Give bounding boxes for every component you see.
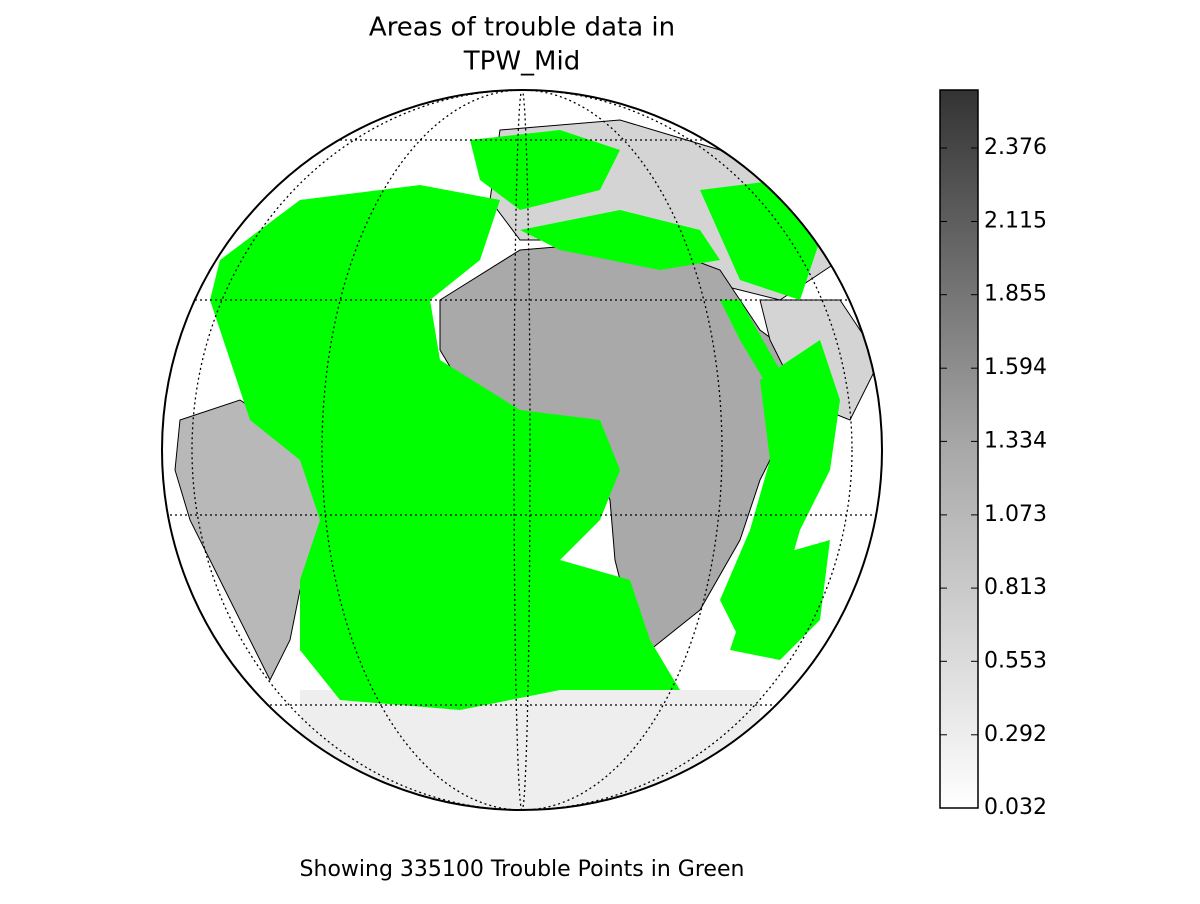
colorbar-tick-label: 1.855 (984, 282, 1047, 307)
colorbar-tick-label: 1.334 (984, 428, 1047, 453)
colorbar-tick-label: 0.553 (984, 648, 1047, 673)
colorbar (939, 89, 979, 809)
caption: Showing 335100 Trouble Points in Green (300, 857, 745, 882)
colorbar-ticks: 0.032 0.292 0.553 0.813 1.073 1.334 1.594 1.855… (940, 135, 1047, 820)
colorbar-tick-label: 1.073 (984, 502, 1047, 527)
trouble-points (210, 130, 840, 710)
globe-map (161, 89, 883, 811)
map-layers (162, 90, 882, 810)
title-line: Areas of trouble data in (369, 13, 675, 43)
colorbar-tick-label: 1.594 (984, 355, 1047, 380)
graticule (162, 90, 882, 810)
colorbar-tick-label: 0.292 (984, 722, 1047, 747)
globe-outline (161, 89, 883, 811)
colorbar-tick-label: 0.032 (984, 795, 1047, 820)
antarctic-ice (300, 690, 760, 810)
colorbar-tick-label: 2.115 (984, 208, 1047, 233)
colorbar-tick-label: 0.813 (984, 575, 1047, 600)
colorbar-tick-label: 2.376 (984, 135, 1047, 160)
title-line: TPW_Mid (463, 47, 580, 77)
